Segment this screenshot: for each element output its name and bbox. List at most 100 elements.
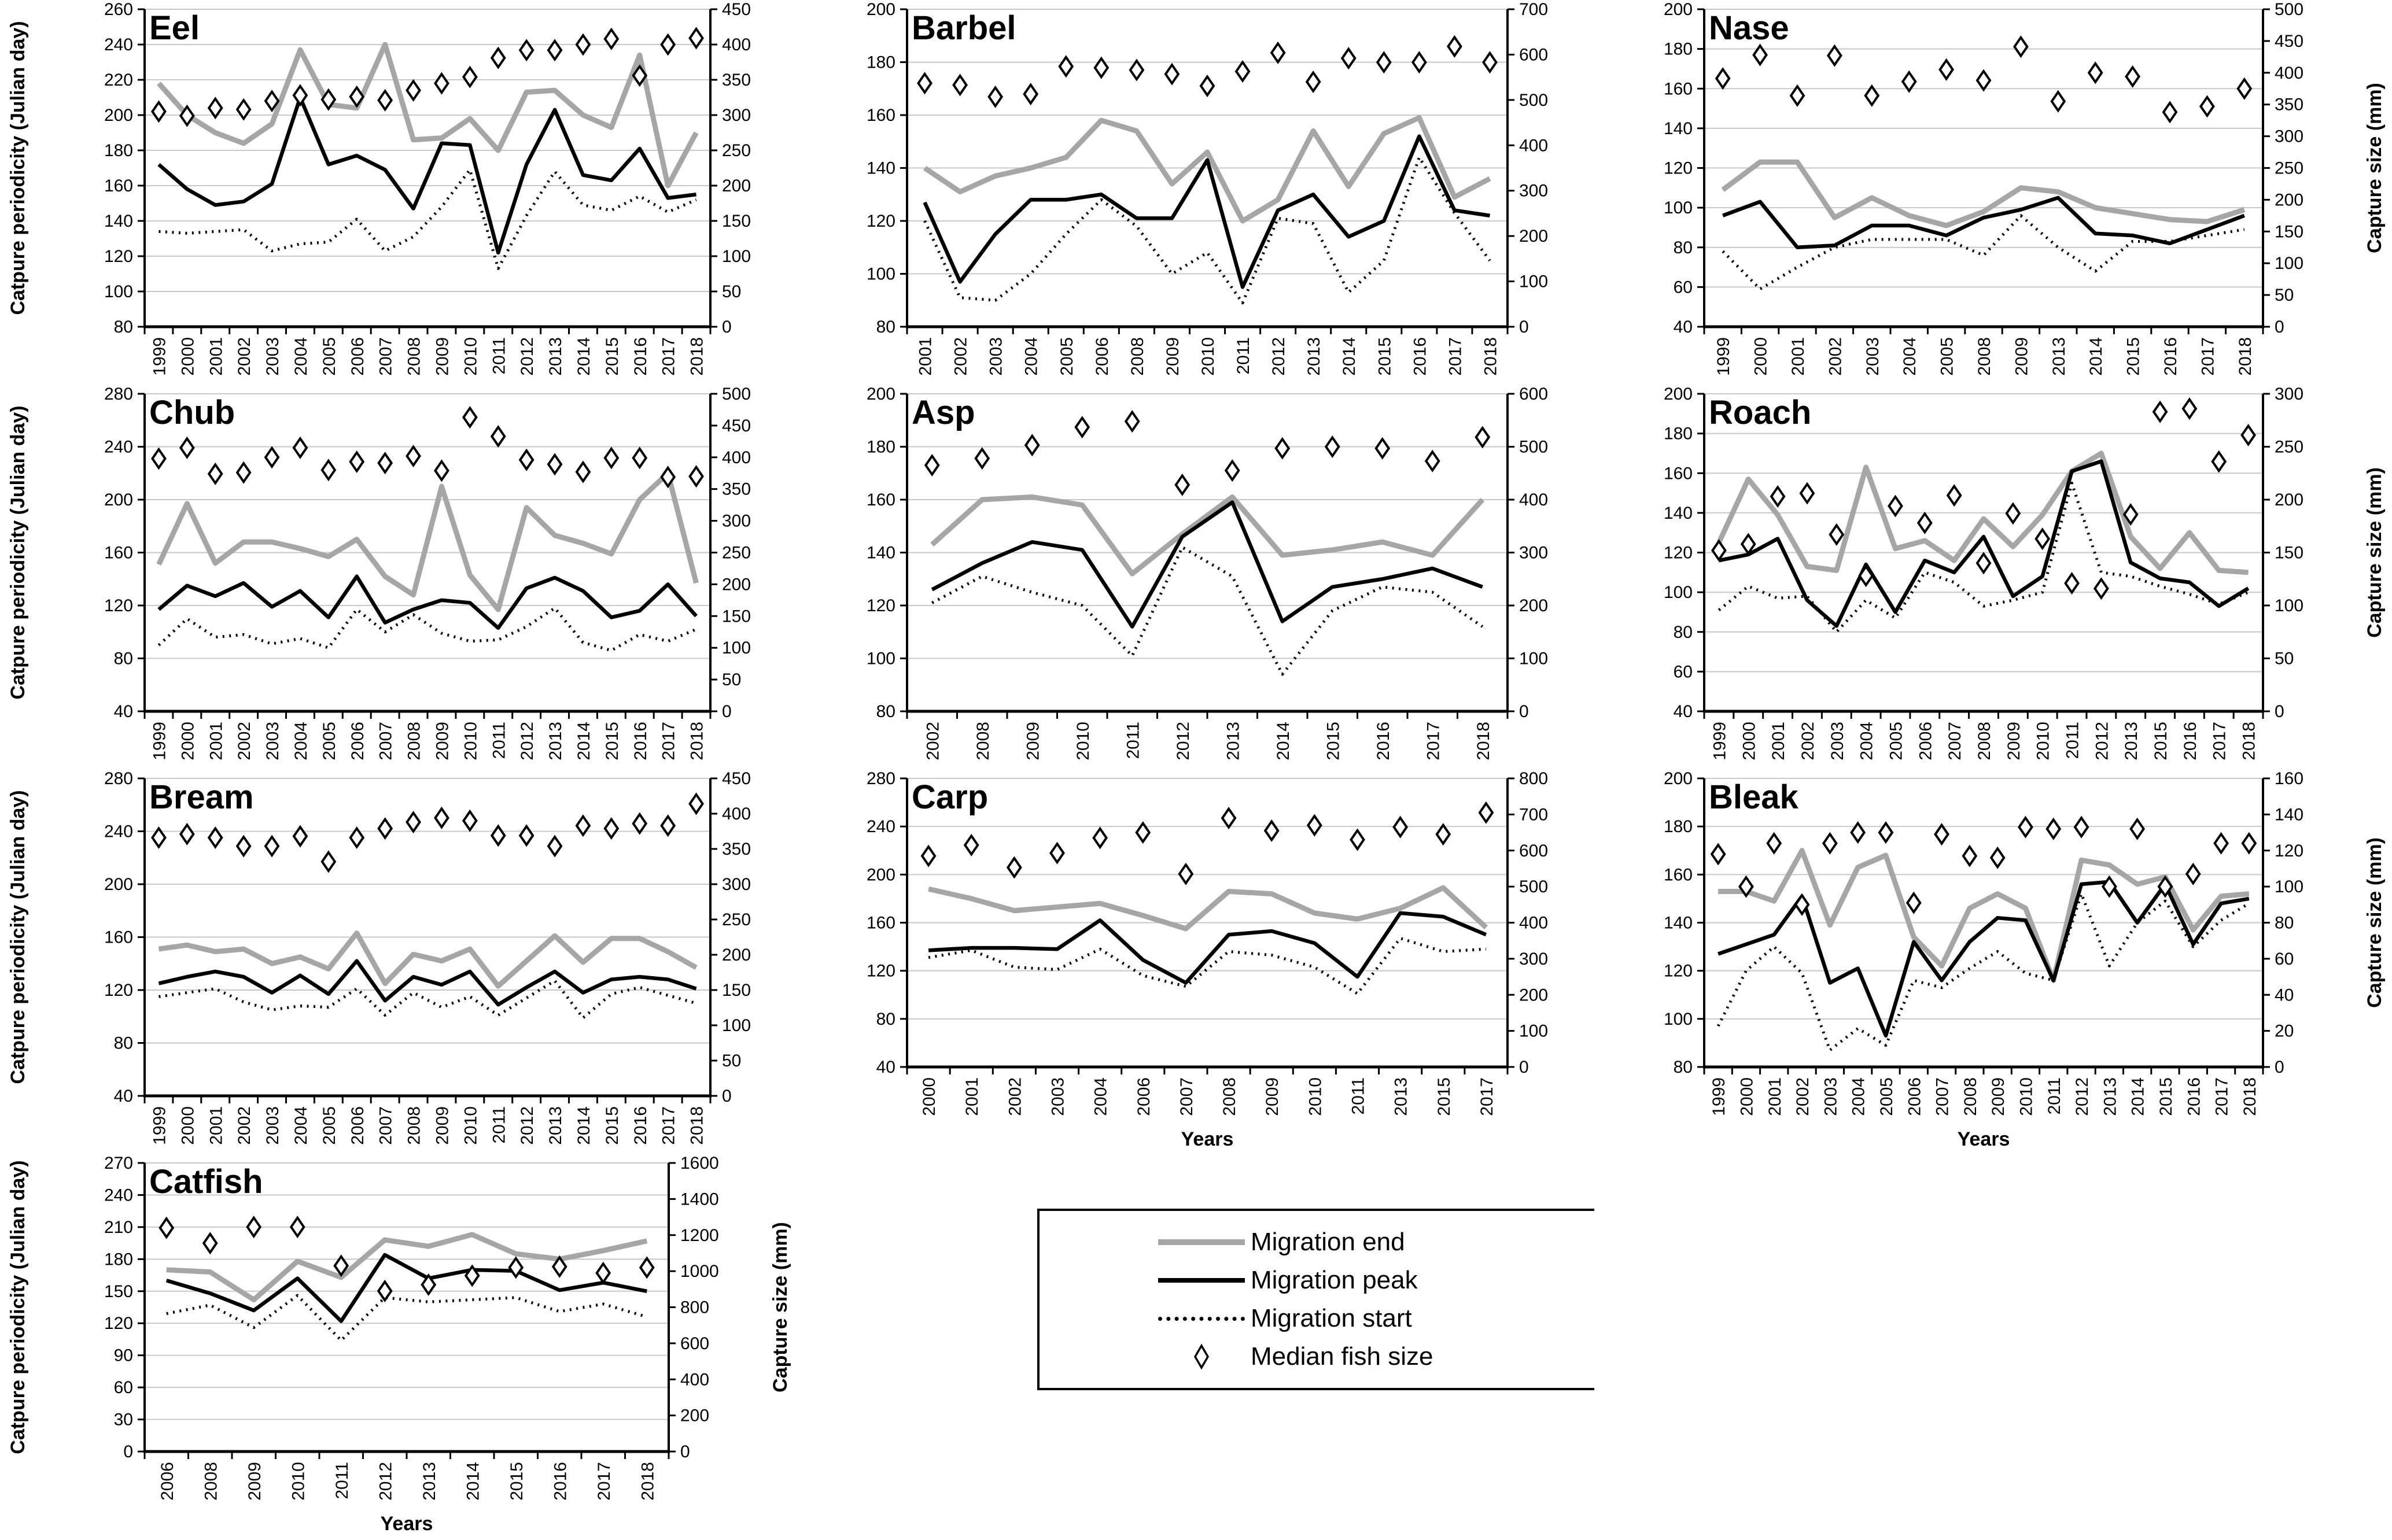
x-axis-tick-label: 2008 bbox=[1961, 1077, 1980, 1116]
subplot-title: Roach bbox=[1709, 394, 1811, 431]
x-axis-tick-label: 2001 bbox=[963, 1077, 982, 1116]
median-fish-size-diamond-marker bbox=[632, 446, 648, 470]
series-end bbox=[1721, 159, 2246, 228]
series-peak bbox=[928, 911, 1487, 985]
left-axis-tick-label: 160 bbox=[1664, 79, 1693, 98]
median-fish-size-diamond-marker bbox=[1270, 41, 1286, 64]
right-axis-tick-label: 40 bbox=[2275, 985, 2294, 1004]
x-axis-tick-label: 2016 bbox=[551, 1462, 570, 1501]
right-axis-tick-label: 300 bbox=[722, 106, 751, 125]
axes: 80 100 120 140 160 180 200 220 240 260 0 50 100 150 20… bbox=[104, 0, 751, 376]
median-fish-size-diamond-marker bbox=[920, 844, 937, 867]
median-fish-size-diamond-marker bbox=[1740, 533, 1756, 556]
series-start bbox=[923, 156, 1491, 305]
x-axis-tick-label: 2004 bbox=[292, 337, 311, 376]
median-fish-size-diamond-marker bbox=[377, 88, 393, 112]
median-fish-size-diamond-marker bbox=[660, 814, 676, 837]
x-axis-tick-label: 2009 bbox=[1023, 722, 1042, 760]
x-axis-tick-label: 2006 bbox=[1916, 722, 1935, 760]
median-fish-size-diamond-marker bbox=[1934, 823, 1949, 846]
right-axis-tick-label: 500 bbox=[1519, 438, 1548, 457]
legend-item-migration-peak: Migration peak bbox=[1040, 1264, 1593, 1297]
median-fish-size-diamond-marker bbox=[1916, 511, 1933, 534]
subplot-title: Barbel bbox=[912, 9, 1016, 47]
median-fish-size-diamond-marker bbox=[2129, 817, 2146, 840]
median-fish-size-diamond-marker bbox=[246, 1216, 262, 1239]
left-axis-tick-label: 60 bbox=[1674, 662, 1693, 681]
x-axis-tick-label: 1999 bbox=[150, 337, 169, 376]
x-axis-tick-label: 2008 bbox=[405, 1106, 424, 1145]
left-axis-tick-label: 40 bbox=[114, 1087, 133, 1106]
x-axis-tick-label: 2015 bbox=[2157, 1077, 2176, 1116]
series-start bbox=[931, 545, 1484, 676]
series-start bbox=[928, 937, 1487, 995]
median-fish-size-diamond-marker bbox=[575, 814, 591, 837]
right-axis-tick-label: 250 bbox=[722, 141, 751, 160]
median-fish-size-diamond-marker bbox=[2213, 832, 2229, 855]
x-axis-tick-label: 2002 bbox=[235, 1106, 254, 1145]
chart-eel: 80 100 120 140 160 180 200 220 240 260 0 50 100 150 20… bbox=[7, 0, 751, 376]
left-axis-tick-label: 60 bbox=[1674, 278, 1693, 297]
median-fish-size-diamond-marker bbox=[1274, 437, 1291, 460]
median-fish-size-diamond-marker bbox=[292, 436, 308, 459]
peak-line bbox=[165, 1253, 647, 1323]
left-axis-tick-label: 160 bbox=[104, 544, 133, 563]
x-axis-tick-label: 2000 bbox=[1752, 337, 1771, 376]
chart-catfish: 0 30 60 90 120 150 180 210 240 270 0 200 400 600 800 10… bbox=[7, 1154, 791, 1535]
median-fish-size-diamond-marker bbox=[1975, 69, 1992, 92]
right-axis-tick-label: 150 bbox=[722, 607, 751, 626]
right-axis-tick-label: 450 bbox=[722, 416, 751, 435]
start-line bbox=[159, 168, 697, 270]
x-axis-tick-label: 2004 bbox=[292, 722, 311, 760]
left-axis-tick-label: 160 bbox=[1664, 865, 1693, 884]
median-fish-size-diamond-marker bbox=[1224, 459, 1240, 482]
right-axis-tick-label: 500 bbox=[2275, 0, 2303, 19]
right-axis-tick-label: 450 bbox=[722, 769, 751, 788]
x-axis-tick-label: 2002 bbox=[235, 722, 254, 760]
x-axis-tick-label: 2004 bbox=[1092, 1077, 1111, 1116]
axes: 8010012014016018020002040608010012014016… bbox=[1664, 769, 2303, 1116]
right-axis-tick-label: 100 bbox=[1519, 272, 1548, 291]
x-axis-tick-label: 2001 bbox=[207, 1106, 226, 1145]
right-axis-tick-label: 200 bbox=[722, 575, 751, 594]
x-axis-tick-label: 2007 bbox=[377, 337, 396, 376]
median-fish-size-diamond-marker bbox=[2185, 862, 2201, 885]
left-axis-tick-label: 140 bbox=[867, 544, 895, 563]
migration-start-line-sample bbox=[1158, 1316, 1245, 1321]
x-axis-tick-label: 2018 bbox=[2236, 337, 2255, 376]
right-axis-tick-label: 500 bbox=[1519, 877, 1548, 896]
left-axis-tick-label: 240 bbox=[104, 822, 133, 841]
left-axis-tick-label: 200 bbox=[867, 0, 895, 19]
axes: 4060801001201401601802000501001502002503… bbox=[1664, 0, 2303, 376]
series-start bbox=[1717, 481, 2249, 634]
end-line bbox=[166, 1232, 648, 1303]
right-axis-tick-label: 400 bbox=[722, 448, 751, 467]
x-axis-title: Years bbox=[1958, 1128, 2010, 1150]
left-axis-tick-label: 120 bbox=[104, 247, 133, 266]
start-line bbox=[923, 156, 1491, 305]
x-axis-tick-label: 2010 bbox=[1199, 337, 1218, 376]
x-axis-tick-label: 2014 bbox=[574, 1106, 594, 1145]
left-axis-tick-label: 160 bbox=[867, 490, 895, 509]
median-fish-size-diamond-marker bbox=[987, 85, 1004, 108]
median-fish-size-diamond-marker bbox=[179, 822, 195, 845]
median-fish-size-diamond-marker bbox=[518, 824, 535, 847]
median-fish-size-diamond-marker bbox=[320, 459, 337, 482]
median-fish-size-diamond-marker bbox=[1850, 821, 1866, 844]
x-axis-tick-label: 1999 bbox=[1714, 337, 1733, 376]
median-fish-size-diamond-marker bbox=[1221, 807, 1237, 830]
median-fish-size-diamond-marker bbox=[1715, 67, 1731, 90]
median-fish-size-diamond-marker bbox=[1858, 564, 1874, 588]
median-fish-size-diamond-marker bbox=[1023, 83, 1039, 106]
x-axis-tick-label: 2011 bbox=[1234, 337, 1253, 375]
series-size bbox=[924, 410, 1491, 496]
x-axis-tick-label: 2017 bbox=[2198, 337, 2217, 376]
x-axis-tick-label: 2014 bbox=[2129, 1077, 2148, 1116]
right-axis-tick-label: 100 bbox=[2275, 254, 2303, 273]
median-fish-size-diamond-marker bbox=[688, 792, 704, 815]
x-axis-tick-label: 2017 bbox=[659, 337, 679, 376]
subplot-title: Chub bbox=[149, 394, 235, 431]
legend-item-migration-end: Migration end bbox=[1040, 1226, 1593, 1258]
left-axis-tick-label: 40 bbox=[1674, 317, 1693, 337]
end-line bbox=[1718, 848, 2250, 983]
